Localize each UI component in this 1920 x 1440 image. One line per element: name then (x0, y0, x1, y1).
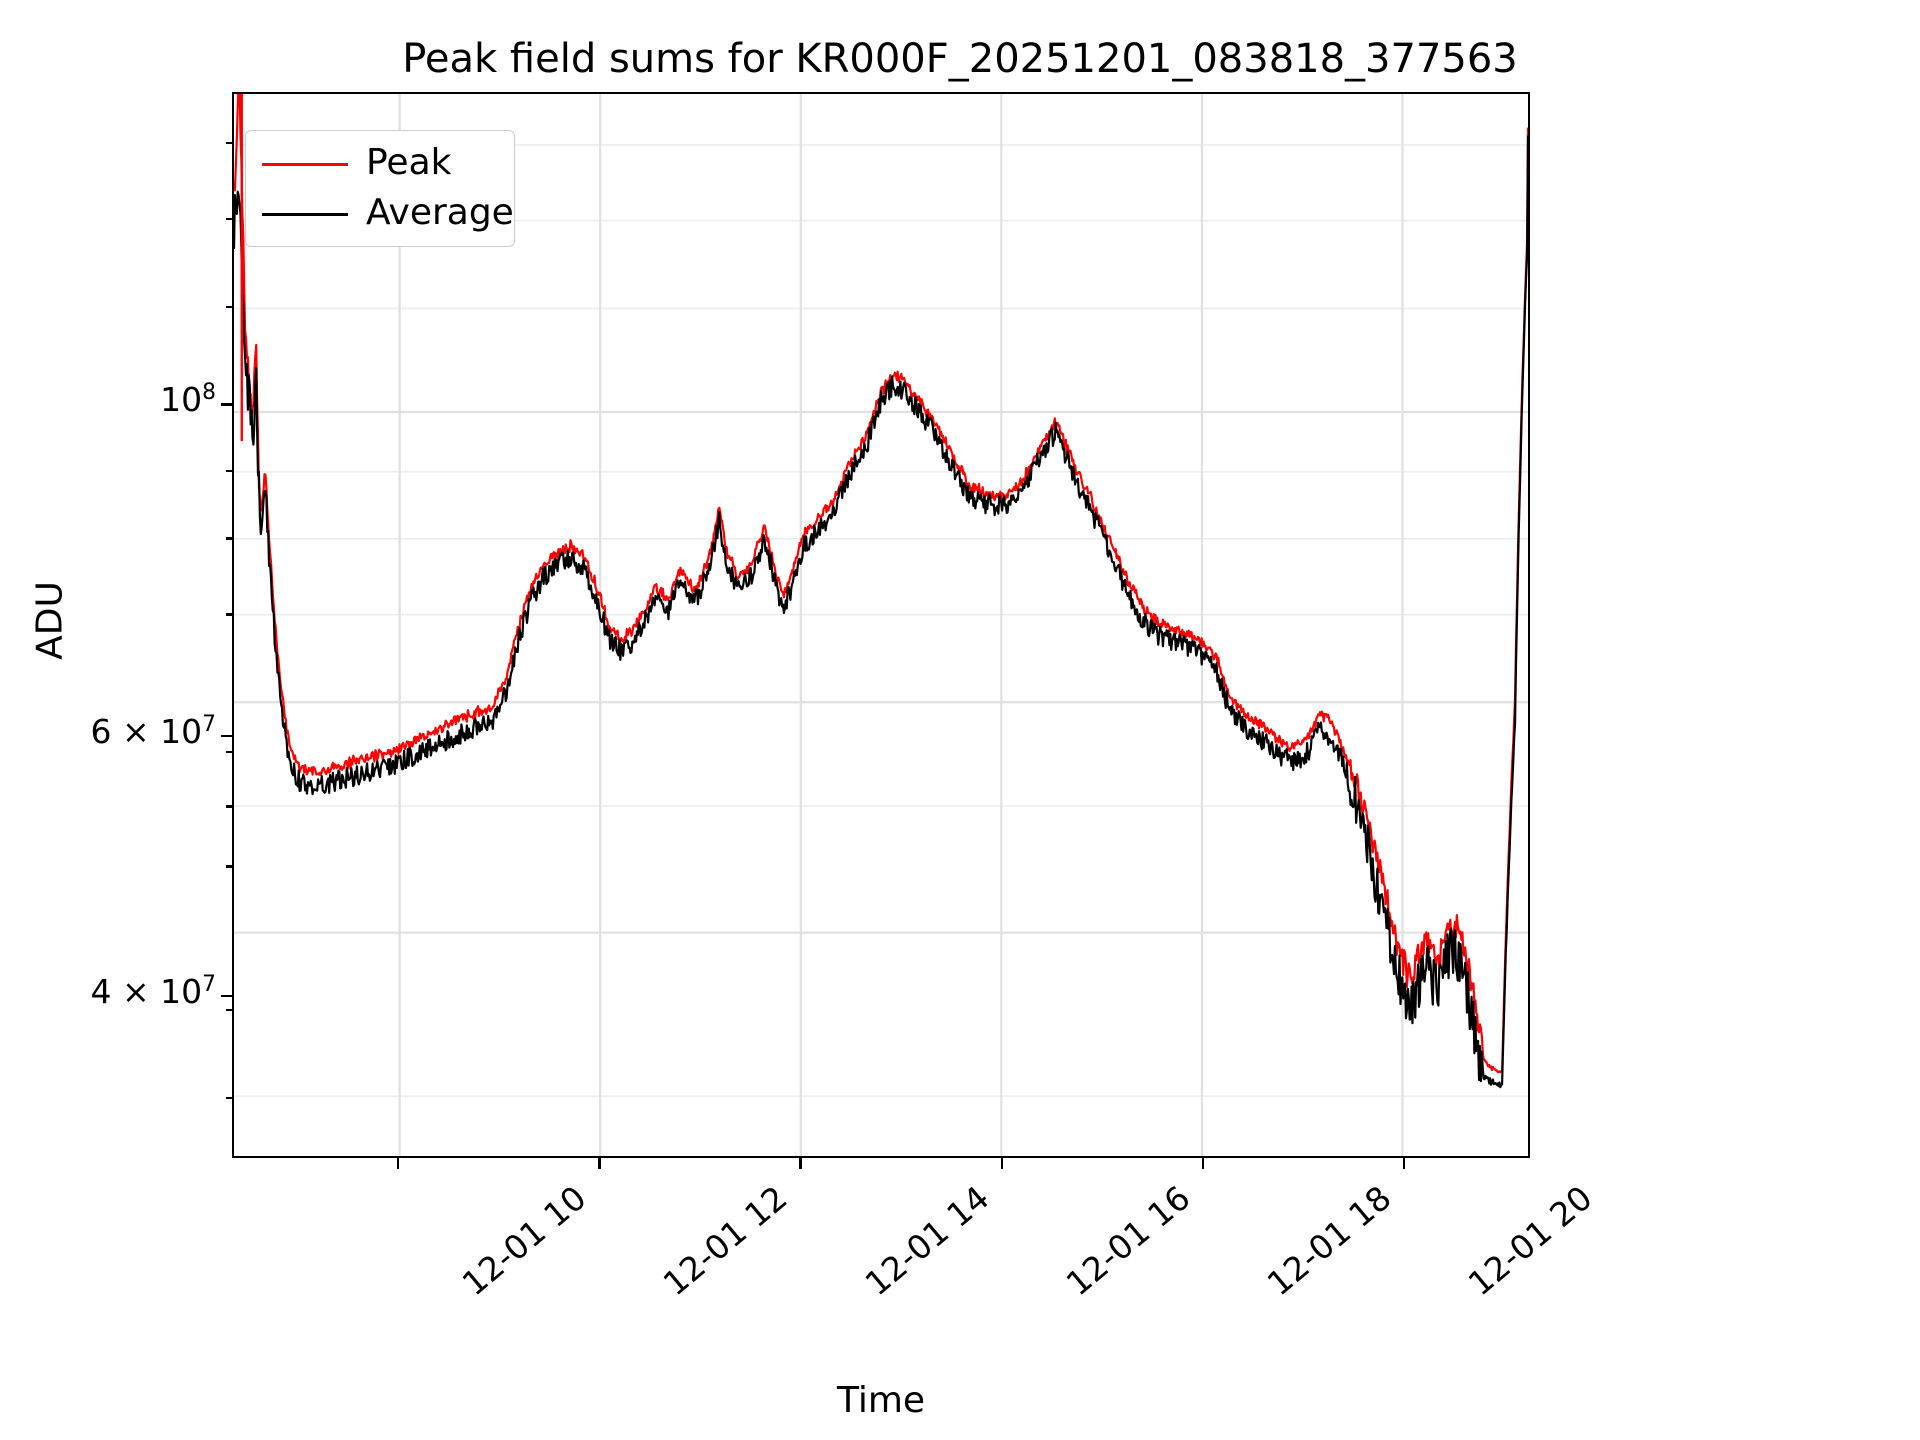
y-minor-tick-mark (226, 1008, 232, 1012)
x-tick-label: 12-01 16 (1058, 1178, 1198, 1304)
grid-layer (234, 94, 1528, 1156)
page-title: Peak field sums for KR000F_20251201_0838… (402, 36, 1518, 82)
y-axis-label: ADU (29, 581, 71, 660)
y-minor-tick-mark (226, 537, 232, 540)
y-tick-label: 6 × 107 (90, 711, 216, 751)
legend-item-average: Average (246, 189, 514, 239)
legend-label-average: Average (366, 192, 514, 233)
legend-label-peak: Peak (366, 142, 452, 183)
y-minor-tick-mark (226, 305, 232, 309)
y-minor-tick-mark (226, 865, 232, 868)
y-minor-tick-mark (226, 141, 232, 145)
x-tick-mark (1201, 1158, 1205, 1169)
x-tick-mark (396, 1158, 400, 1169)
x-tick-mark (799, 1158, 802, 1169)
y-minor-tick-mark (226, 613, 232, 616)
legend-item-peak: Peak (246, 139, 514, 189)
y-tick-label: 108 (160, 380, 216, 420)
series-canvas (234, 94, 1528, 1156)
x-tick-mark (598, 1158, 601, 1169)
legend-swatch-average (262, 213, 348, 216)
y-minor-tick-mark (226, 805, 232, 808)
data-lines-layer (234, 94, 1528, 1089)
series-line-average (234, 135, 1528, 1089)
y-tick-mark (221, 403, 232, 406)
series-line-peak (234, 94, 1528, 1074)
legend-swatch-peak (262, 163, 348, 166)
y-tick-label: 4 × 107 (90, 971, 216, 1011)
x-tick-label: 12-01 20 (1460, 1178, 1600, 1304)
y-tick-mark (221, 734, 232, 738)
x-tick-label: 12-01 10 (454, 1178, 594, 1304)
x-tick-label: 12-01 14 (857, 1178, 996, 1304)
legend-box: Peak Average (245, 130, 515, 247)
x-tick-label: 12-01 12 (656, 1178, 795, 1304)
plot-area (232, 92, 1530, 1158)
x-tick-label: 12-01 18 (1259, 1178, 1399, 1304)
x-axis-label: Time (836, 1380, 926, 1421)
y-minor-tick-mark (226, 750, 232, 754)
y-minor-tick-mark (226, 470, 232, 473)
x-tick-mark (1402, 1158, 1406, 1169)
y-tick-mark (221, 994, 232, 998)
y-minor-tick-mark (226, 1096, 232, 1100)
y-minor-tick-mark (226, 218, 232, 221)
x-tick-mark (1000, 1158, 1003, 1169)
